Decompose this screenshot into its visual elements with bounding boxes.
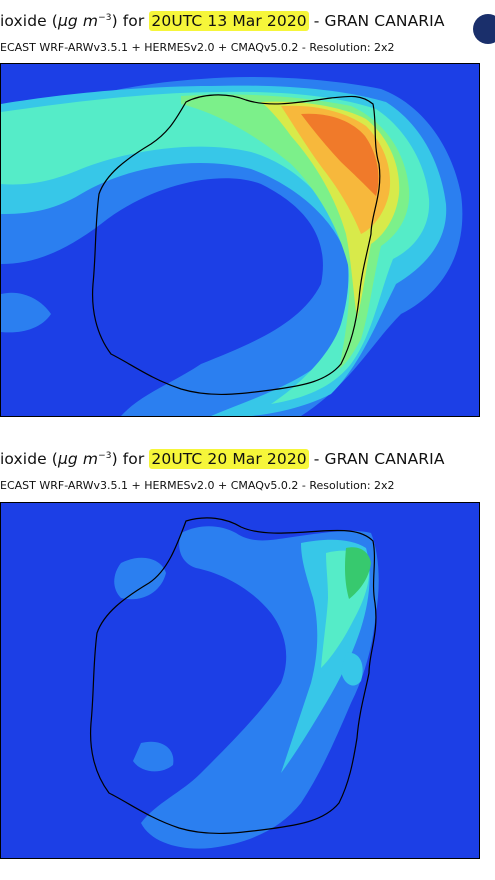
title-unit: μg m	[57, 12, 99, 30]
panel-subtitle: ECAST WRF-ARWv3.5.1 + HERMESv2.0 + CMAQv…	[0, 41, 395, 54]
map-panel-20-mar: ioxide (μg m−3) for 20UTC 20 Mar 2020 - …	[0, 440, 495, 880]
title-for: ) for	[111, 12, 150, 30]
title-unit-exponent: −3	[98, 450, 112, 461]
title-time-highlight: 20UTC 13 Mar 2020	[149, 11, 309, 31]
contour-level-7	[301, 113, 379, 196]
panel-subtitle: ECAST WRF-ARWv3.5.1 + HERMESv2.0 + CMAQv…	[0, 479, 395, 492]
contour-level-1b	[1, 292, 51, 333]
contour-level-1b	[114, 557, 166, 600]
title-for: ) for	[111, 450, 150, 468]
title-unit: μg m	[57, 450, 99, 468]
panel-title: ioxide (μg m−3) for 20UTC 13 Mar 2020 - …	[0, 11, 445, 31]
panel-title: ioxide (μg m−3) for 20UTC 20 Mar 2020 - …	[0, 449, 445, 469]
title-time-highlight: 20UTC 20 Mar 2020	[149, 449, 309, 469]
map-canvas	[1, 503, 479, 858]
island-coastline	[91, 94, 381, 395]
contour-level-1c	[133, 741, 174, 772]
map-panel-13-mar: ioxide (μg m−3) for 20UTC 13 Mar 2020 - …	[0, 0, 495, 420]
concentration-map-13-mar[interactable]	[0, 63, 480, 417]
title-location: - GRAN CANARIA	[308, 450, 445, 468]
island-coastline	[89, 517, 377, 834]
concentration-map-20-mar[interactable]	[0, 502, 480, 859]
contour-level-4	[345, 547, 371, 599]
title-location: - GRAN CANARIA	[308, 12, 445, 30]
title-prefix: ioxide (	[0, 450, 58, 468]
contour-level-2b	[341, 652, 363, 686]
title-prefix: ioxide (	[0, 12, 58, 30]
map-canvas	[1, 64, 479, 416]
title-unit-exponent: −3	[98, 12, 112, 23]
institution-logo-icon	[473, 14, 495, 44]
